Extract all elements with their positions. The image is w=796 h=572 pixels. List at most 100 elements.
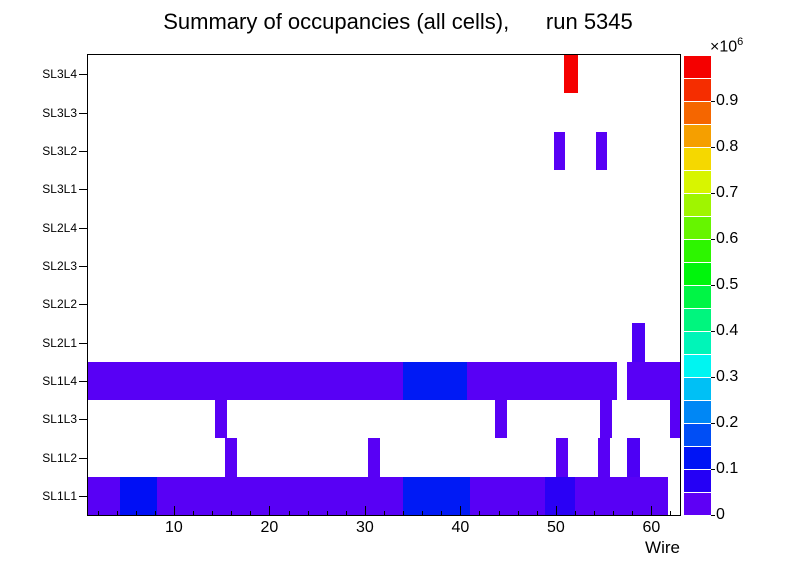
colorbar-segment bbox=[684, 424, 711, 446]
heatmap-cell bbox=[545, 476, 575, 515]
colorbar-tick-label: 0.1 bbox=[716, 460, 739, 477]
x-axis-minor-tick bbox=[97, 511, 99, 515]
x-axis-tick bbox=[651, 506, 653, 515]
colorbar-segment bbox=[684, 125, 711, 147]
x-axis-title: Wire bbox=[645, 538, 680, 557]
x-axis-minor-tick bbox=[422, 511, 424, 515]
colorbar-segment bbox=[684, 378, 711, 400]
heatmap-cell bbox=[670, 400, 680, 439]
x-axis-minor-tick bbox=[536, 511, 538, 515]
x-axis-minor-tick bbox=[479, 511, 481, 515]
colorbar-tick-label: 0.9 bbox=[716, 92, 739, 109]
colorbar-segment bbox=[684, 493, 711, 515]
colorbar-tick bbox=[711, 515, 715, 516]
colorbar-tick bbox=[711, 239, 715, 240]
y-axis-tick bbox=[79, 74, 87, 76]
heatmap-cell bbox=[632, 323, 645, 362]
colorbar-tick-label: 0.2 bbox=[716, 414, 739, 431]
colorbar-tick-label: 0.5 bbox=[716, 276, 739, 293]
x-axis-tick-label: 60 bbox=[642, 519, 661, 536]
colorbar-tick-label: 0.4 bbox=[716, 322, 739, 339]
heatmap-cell bbox=[494, 400, 508, 439]
heatmap-cell bbox=[574, 476, 668, 515]
x-axis-tick bbox=[460, 506, 462, 515]
y-axis-label: SL3L2 bbox=[42, 143, 77, 158]
heatmap-cell bbox=[555, 438, 569, 477]
colorbar-segment bbox=[684, 194, 711, 216]
x-axis-minor-tick bbox=[307, 511, 309, 515]
heatmap-cell bbox=[553, 131, 566, 170]
colorbar-segment bbox=[684, 332, 711, 354]
y-axis-tick bbox=[79, 457, 87, 459]
y-axis-tick bbox=[79, 342, 87, 344]
y-axis-label: SL1L1 bbox=[42, 488, 77, 503]
heatmap-cell bbox=[469, 476, 546, 515]
colorbar bbox=[684, 55, 711, 515]
heatmap-cell bbox=[88, 476, 121, 515]
x-axis-tick-label: 50 bbox=[546, 519, 565, 536]
heatmap-cell bbox=[367, 438, 381, 477]
colorbar-tick-label: 0.8 bbox=[716, 138, 739, 155]
y-axis-tick bbox=[79, 419, 87, 421]
x-axis-minor-tick bbox=[517, 511, 519, 515]
x-axis-tick bbox=[269, 506, 271, 515]
colorbar-tick bbox=[711, 101, 715, 102]
x-axis-minor-tick bbox=[135, 511, 137, 515]
heatmap-cell bbox=[403, 361, 468, 400]
x-axis-tick bbox=[173, 506, 175, 515]
heatmap-cell bbox=[599, 400, 613, 439]
x-axis-minor-tick bbox=[250, 511, 252, 515]
y-axis-label: SL3L3 bbox=[42, 105, 77, 120]
colorbar-segment bbox=[684, 401, 711, 423]
colorbar-segment bbox=[684, 79, 711, 101]
heatmap-cell bbox=[156, 476, 404, 515]
x-axis-tick bbox=[364, 506, 366, 515]
colorbar-tick-label: 0.6 bbox=[716, 230, 739, 247]
y-axis-label: SL1L3 bbox=[42, 412, 77, 427]
y-axis-label: SL2L3 bbox=[42, 258, 77, 273]
x-axis-minor-tick bbox=[326, 511, 328, 515]
heatmap-cell bbox=[120, 476, 157, 515]
colorbar-segment bbox=[684, 102, 711, 124]
chart-title: Summary of occupancies (all cells), run … bbox=[163, 9, 633, 34]
colorbar-tick bbox=[711, 193, 715, 194]
x-axis-tick-label: 40 bbox=[451, 519, 470, 536]
colorbar-tick-label: 0.3 bbox=[716, 368, 739, 385]
colorbar-segment bbox=[684, 286, 711, 308]
colorbar-tick bbox=[711, 423, 715, 424]
x-axis-minor-tick bbox=[345, 511, 347, 515]
x-axis-minor-tick bbox=[594, 511, 596, 515]
y-axis-tick bbox=[79, 265, 87, 267]
colorbar-tick bbox=[711, 285, 715, 286]
x-axis-minor-tick bbox=[154, 511, 156, 515]
colorbar-segment bbox=[684, 447, 711, 469]
colorbar-segment bbox=[684, 56, 711, 78]
colorbar-tick bbox=[711, 331, 715, 332]
colorbar-segment bbox=[684, 240, 711, 262]
y-axis-label: SL3L4 bbox=[42, 67, 77, 82]
heatmap-cell bbox=[563, 55, 578, 94]
colorbar-tick bbox=[711, 377, 715, 378]
y-axis-tick bbox=[79, 189, 87, 191]
heatmap-cell bbox=[88, 361, 404, 400]
heatmap-cell bbox=[467, 361, 617, 400]
y-axis-tick bbox=[79, 495, 87, 497]
colorbar-segment bbox=[684, 263, 711, 285]
heatmap-cell bbox=[595, 131, 608, 170]
x-axis-minor-tick bbox=[384, 511, 385, 515]
y-axis-label: SL2L1 bbox=[42, 335, 77, 350]
x-axis-tick-label: 30 bbox=[355, 519, 374, 536]
y-axis-label: SL1L2 bbox=[42, 450, 77, 465]
x-axis-minor-tick bbox=[288, 511, 290, 515]
x-axis-minor-tick bbox=[193, 511, 195, 515]
y-axis-tick bbox=[79, 150, 87, 152]
heatmap-cell bbox=[403, 476, 470, 515]
x-axis-tick-label: 10 bbox=[165, 519, 183, 536]
colorbar-segment bbox=[684, 309, 711, 331]
y-axis-label: SL1L4 bbox=[42, 373, 77, 388]
heatmap-cell bbox=[214, 400, 228, 439]
colorbar-segment bbox=[684, 470, 711, 492]
colorbar-segment bbox=[684, 217, 711, 239]
plot-area bbox=[87, 54, 681, 516]
